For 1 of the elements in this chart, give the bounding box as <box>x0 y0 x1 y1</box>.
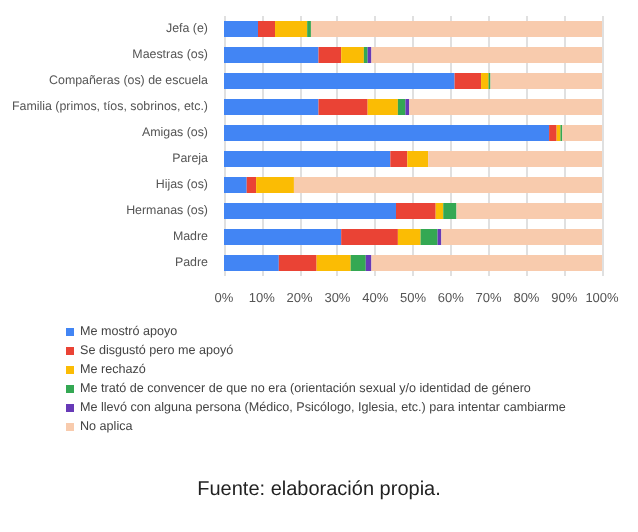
source-note: Fuente: elaboración propia. <box>197 479 441 501</box>
